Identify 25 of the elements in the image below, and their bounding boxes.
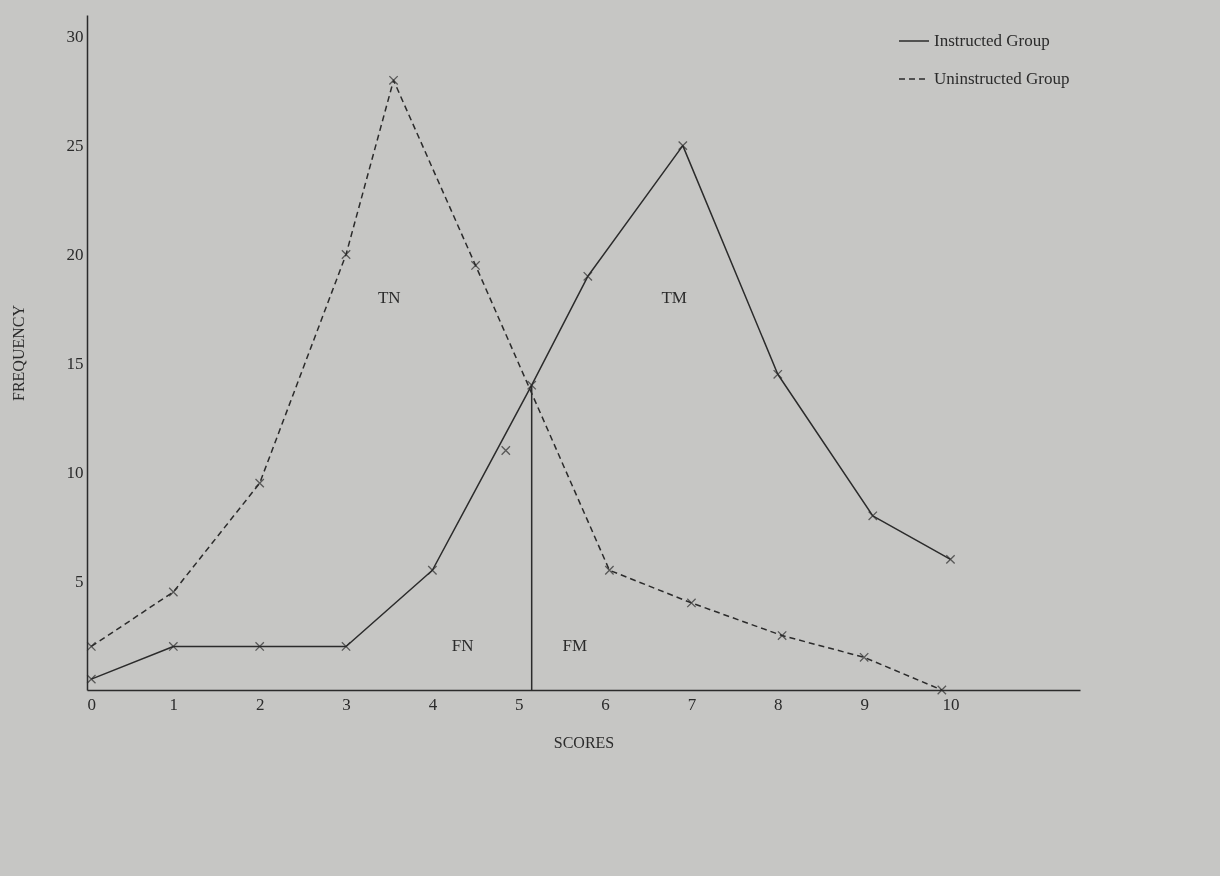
x-axis-title: SCORES	[553, 733, 615, 751]
annotation: TN	[377, 288, 401, 308]
annotation: FN	[451, 636, 474, 656]
x-tick-label: 9	[860, 694, 869, 714]
x-tick-label: 3	[342, 694, 351, 714]
annotation: TM	[661, 288, 687, 308]
y-tick-label: 20	[66, 245, 84, 265]
x-tick-label: 6	[601, 694, 610, 714]
annotation: FM	[562, 636, 588, 656]
x-tick-label: 7	[687, 694, 697, 714]
x-tick-label: 8	[774, 694, 783, 714]
x-tick-label: 5	[514, 694, 524, 714]
legend-label: Uninstructed Group	[934, 69, 1070, 88]
y-tick-label: 30	[66, 27, 84, 47]
y-tick-label: 15	[66, 353, 84, 373]
x-tick-label: 1	[169, 694, 179, 714]
y-tick-label: 5	[75, 571, 84, 591]
x-tick-label: 10	[942, 694, 960, 714]
y-tick-label: 10	[66, 462, 84, 482]
x-tick-label: 4	[428, 694, 438, 714]
y-tick-label: 25	[66, 136, 84, 156]
x-tick-label: 2	[255, 694, 265, 714]
y-axis-title: FREQUENCY	[9, 304, 27, 402]
legend-label: Instructed Group	[934, 31, 1050, 50]
x-tick-label: 0	[87, 694, 96, 714]
